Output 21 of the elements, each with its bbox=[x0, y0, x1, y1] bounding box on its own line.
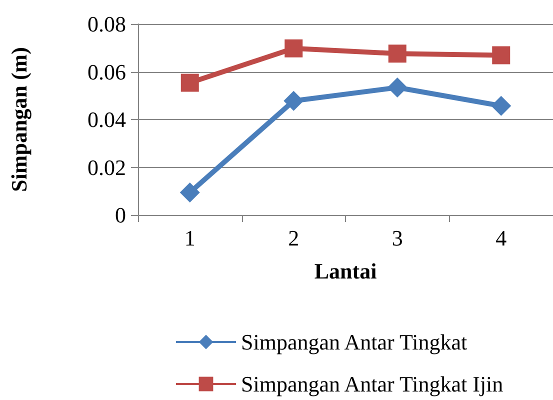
y-tick-label: 0.02 bbox=[88, 154, 126, 180]
y-tick-label: 0.06 bbox=[88, 59, 126, 84]
point bbox=[180, 74, 199, 92]
y-tick-label: 0 bbox=[115, 202, 126, 228]
point bbox=[284, 39, 303, 58]
x-tick-label: 2 bbox=[288, 226, 300, 250]
y-tick-label: 0.04 bbox=[88, 107, 126, 132]
legend-label: Simpangan Antar Tingkat bbox=[241, 330, 468, 354]
point bbox=[387, 78, 408, 98]
x-tick-label: 4 bbox=[496, 226, 507, 250]
point bbox=[284, 90, 304, 111]
point bbox=[388, 44, 406, 63]
point bbox=[491, 96, 512, 116]
x-axis-title: Lantai bbox=[314, 258, 377, 284]
y-axis-title: Simpangan (m) bbox=[6, 47, 32, 192]
legend-label: Simpangan Antar Tingkat Ijin bbox=[241, 372, 504, 396]
x-tick-label: 3 bbox=[392, 226, 403, 250]
point bbox=[180, 182, 200, 203]
point bbox=[492, 46, 510, 64]
y-tick-label: 0.08 bbox=[88, 12, 126, 36]
x-tick-label: 1 bbox=[184, 226, 196, 250]
